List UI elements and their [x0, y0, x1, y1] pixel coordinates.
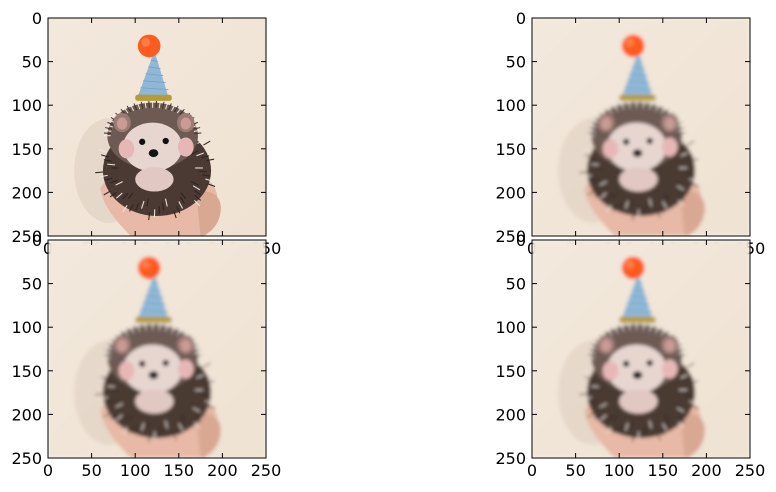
hedgehog-nose	[632, 149, 643, 158]
hat-band	[619, 316, 656, 323]
x-tick-label: 200	[691, 461, 722, 480]
y-tick-label: 250	[11, 449, 42, 468]
axes-frame	[47, 239, 267, 459]
x-tick-label: 0	[527, 461, 537, 480]
x-tick-label: 100	[120, 461, 151, 480]
y-tick-label: 100	[495, 318, 526, 337]
hat-band	[135, 316, 172, 323]
pompom	[621, 34, 645, 58]
hedgehog-nose	[148, 371, 159, 380]
y-tick-label: 100	[11, 318, 42, 337]
hedgehog-face	[122, 344, 183, 394]
party-hat	[621, 273, 653, 319]
hat-band	[619, 94, 656, 101]
hat-band	[135, 94, 172, 101]
pompom	[137, 34, 161, 58]
y-tick-label: 150	[495, 140, 526, 159]
y-tick-label: 50	[22, 53, 42, 72]
y-tick-label: 100	[11, 96, 42, 115]
x-tick-label: 50	[565, 461, 585, 480]
y-tick-label: 150	[11, 140, 42, 159]
y-tick-label: 200	[495, 183, 526, 202]
party-hat	[137, 51, 169, 97]
hedgehog-face	[122, 122, 183, 172]
y-tick-label: 200	[495, 405, 526, 424]
axes-frame	[531, 17, 751, 237]
hedgehog-image	[48, 240, 266, 458]
y-tick-label: 150	[11, 362, 42, 381]
pompom	[137, 256, 161, 280]
pompom	[621, 256, 645, 280]
y-tick-label: 150	[495, 362, 526, 381]
x-tick-label: 100	[604, 461, 635, 480]
y-tick-label: 0	[516, 9, 526, 28]
y-tick-label: 250	[495, 227, 526, 246]
axes-frame	[531, 239, 751, 459]
hedgehog-nose	[148, 149, 159, 158]
x-tick-label: 200	[207, 461, 238, 480]
y-tick-label: 250	[495, 449, 526, 468]
x-tick-label: 250	[735, 461, 766, 480]
x-tick-label: 250	[251, 461, 282, 480]
y-tick-label: 200	[11, 405, 42, 424]
hedgehog-image	[532, 240, 750, 458]
hedgehog-nose	[632, 371, 643, 380]
y-tick-label: 50	[22, 275, 42, 294]
x-tick-label: 50	[81, 461, 101, 480]
axes-frame	[47, 17, 267, 237]
hedgehog-face	[606, 122, 667, 172]
x-tick-label: 150	[648, 461, 679, 480]
party-hat	[137, 273, 169, 319]
hedgehog-image	[532, 18, 750, 236]
y-tick-label: 250	[11, 227, 42, 246]
y-tick-label: 50	[506, 53, 526, 72]
hedgehog-image	[48, 18, 266, 236]
y-tick-label: 0	[32, 9, 42, 28]
y-tick-label: 50	[506, 275, 526, 294]
x-tick-label: 0	[43, 461, 53, 480]
y-tick-label: 0	[516, 231, 526, 250]
y-tick-label: 200	[11, 183, 42, 202]
x-tick-label: 150	[164, 461, 195, 480]
y-tick-label: 100	[495, 96, 526, 115]
party-hat	[621, 51, 653, 97]
y-tick-label: 0	[32, 231, 42, 250]
hedgehog-face	[606, 344, 667, 394]
